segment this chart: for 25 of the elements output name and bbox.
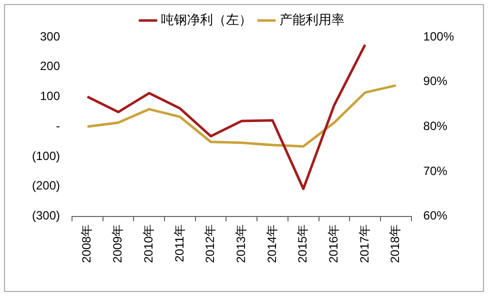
- y-tick-label: (100): [32, 148, 60, 163]
- y2-tick-label: 80%: [423, 118, 448, 133]
- y-tick-label: 300: [40, 29, 60, 44]
- y-tick-label: -: [56, 118, 60, 133]
- x-tick-label: 2017年: [357, 224, 372, 264]
- x-tick-label: 2008年: [80, 224, 94, 264]
- y-tick-label: (300): [32, 208, 60, 223]
- y2-tick-label: 90%: [423, 74, 448, 88]
- x-tick-label: 2013年: [234, 224, 248, 264]
- y2-tick-label: 70%: [423, 164, 448, 178]
- x-tick-label: 2009年: [110, 224, 125, 264]
- x-tick-label: 2016年: [326, 224, 341, 264]
- x-tick-label: 2010年: [141, 224, 156, 264]
- y-tick-label: (200): [32, 178, 60, 193]
- y2-tick-label: 100%: [423, 29, 454, 44]
- x-tick-label: 2014年: [264, 224, 279, 264]
- x-tick-label: 2018年: [388, 224, 402, 264]
- y-tick-label: 200: [40, 59, 60, 74]
- x-tick-label: 2012年: [203, 224, 218, 264]
- x-tick-label: 2011年: [172, 224, 186, 262]
- legend-label: 吨钢净利（左）: [161, 12, 252, 28]
- legend-label: 产能利用率: [280, 12, 344, 28]
- y2-tick-label: 60%: [423, 208, 448, 223]
- y-tick-label: 100: [40, 89, 60, 104]
- x-tick-label: 2015年: [296, 224, 310, 264]
